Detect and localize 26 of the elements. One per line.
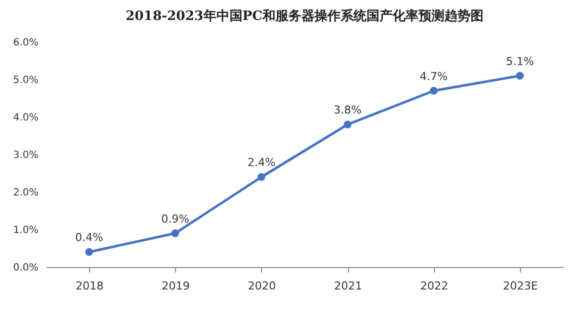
y-tick-label: 1.0% (13, 225, 38, 236)
text: 2.4% (247, 156, 276, 169)
text: 3.8% (334, 104, 362, 116)
chart-title: 2018-2023年中国PC和服务器操作系统国产化率预测趋势图 (126, 8, 484, 24)
point (171, 229, 180, 238)
point (258, 173, 266, 181)
text: 0.9% (161, 212, 190, 226)
point (430, 86, 438, 95)
y-tick-label: 5.0% (13, 75, 38, 86)
y-tick-label: 3.0% (13, 150, 38, 161)
y-tick-label: 4.0% (13, 112, 38, 124)
y-tick-label: 6.0% (13, 38, 38, 48)
x-tick-label: 2021 (334, 280, 362, 292)
x-tick-label: 2023E (502, 280, 538, 292)
x-tick-label: 2018 (76, 280, 104, 292)
y-tick-label: 0.0% (13, 262, 38, 274)
x-tick-label: 2020 (248, 280, 276, 292)
point (516, 72, 524, 80)
point (85, 248, 93, 256)
x-tick-label: 2022 (420, 280, 448, 292)
y-tick-label: 2.0% (13, 188, 38, 198)
text: 5.1% (506, 54, 534, 68)
text: 4.7% (420, 70, 448, 83)
text: 0.4% (75, 231, 104, 244)
point (344, 120, 352, 128)
x-tick-label: 2019 (162, 280, 190, 292)
